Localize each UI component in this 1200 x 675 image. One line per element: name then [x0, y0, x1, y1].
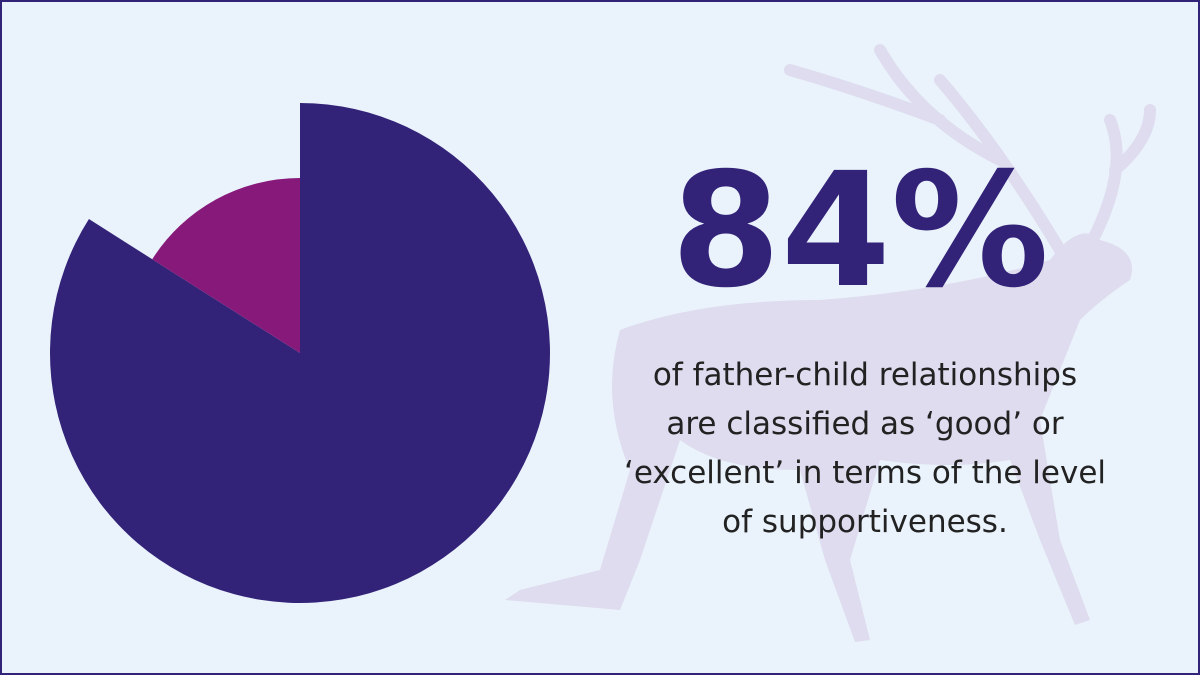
pie-slice: [152, 178, 300, 353]
annotation-line: of father-child relationships: [653, 357, 1077, 393]
pie-slice: [49, 103, 550, 603]
headline-value: 84%: [671, 139, 1049, 323]
pie: [49, 103, 550, 603]
deer-silhouette: [505, 44, 1156, 643]
annotation-line: ‘excellent’ in terms of the level: [624, 455, 1106, 491]
annotation-line: are classified as ‘good’ or: [666, 406, 1064, 442]
annotation-line: of supportiveness.: [722, 504, 1008, 540]
annotation: of father-child relationships are classif…: [624, 357, 1106, 540]
